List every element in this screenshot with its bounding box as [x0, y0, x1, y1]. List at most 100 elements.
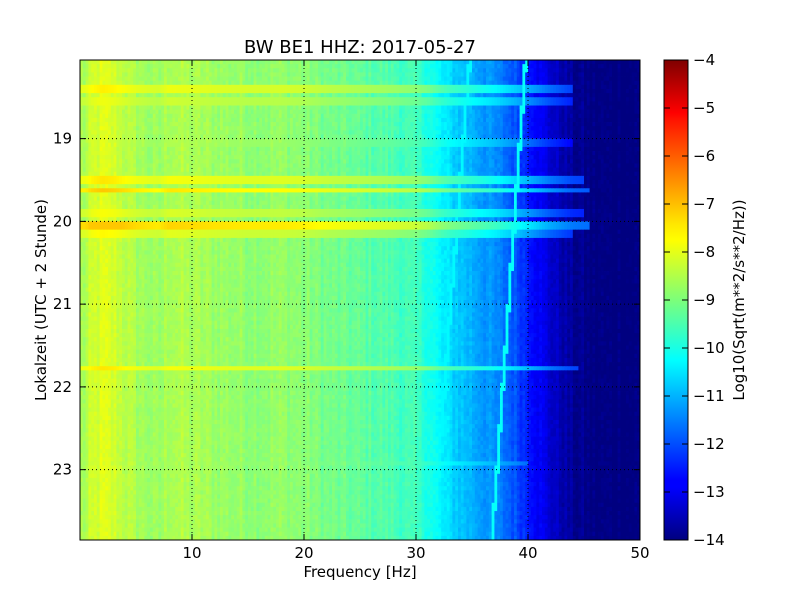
heatmap-cell	[265, 130, 268, 135]
heatmap-cell	[200, 60, 203, 65]
heatmap-cell	[94, 118, 97, 123]
heatmap-cell	[581, 122, 584, 127]
heatmap-cell	[91, 143, 94, 148]
heatmap-cell	[245, 151, 248, 156]
heatmap-cell	[234, 126, 237, 131]
heatmap-cell	[161, 77, 164, 82]
heatmap-cell	[539, 85, 542, 90]
heatmap-cell	[634, 106, 637, 111]
heatmap-cell	[298, 101, 301, 106]
heatmap-cell	[226, 118, 229, 123]
heatmap-cell	[324, 126, 327, 131]
heatmap-cell	[472, 101, 475, 106]
heatmap-cell	[492, 85, 495, 90]
heatmap-cell	[200, 114, 203, 119]
heatmap-cell	[623, 130, 626, 135]
heatmap-cell	[478, 85, 481, 90]
heatmap-cell	[139, 89, 142, 94]
heatmap-cell	[623, 155, 626, 160]
heatmap-cell	[273, 114, 276, 119]
heatmap-cell	[114, 77, 117, 82]
heatmap-cell	[156, 130, 159, 135]
heatmap-cell	[394, 110, 397, 115]
heatmap-cell	[438, 130, 441, 135]
heatmap-cell	[144, 97, 147, 102]
heatmap-cell	[175, 93, 178, 98]
heatmap-cell	[528, 106, 531, 111]
heatmap-cell	[175, 155, 178, 160]
heatmap-cell	[119, 64, 122, 69]
heatmap-cell	[388, 155, 391, 160]
heatmap-cell	[195, 159, 198, 164]
heatmap-cell	[480, 97, 483, 102]
heatmap-cell	[315, 147, 318, 152]
heatmap-cell	[564, 89, 567, 94]
heatmap-cell	[511, 101, 514, 106]
heatmap-cell	[472, 151, 475, 156]
heatmap-cell	[251, 122, 254, 127]
heatmap-cell	[539, 64, 542, 69]
heatmap-cell	[478, 110, 481, 115]
heatmap-cell	[430, 89, 433, 94]
heatmap-cell	[343, 81, 346, 86]
heatmap-cell	[242, 64, 245, 69]
heatmap-cell	[340, 118, 343, 123]
heatmap-cell	[422, 60, 425, 65]
heatmap-cell	[315, 139, 318, 144]
heatmap-cell	[634, 72, 637, 77]
heatmap-cell	[427, 110, 430, 115]
heatmap-cell	[97, 147, 100, 152]
heatmap-cell	[237, 81, 240, 86]
heatmap-cell	[416, 159, 419, 164]
heatmap-cell	[374, 159, 377, 164]
heatmap-cell	[419, 114, 422, 119]
heatmap-cell	[416, 110, 419, 115]
heatmap-cell	[321, 159, 324, 164]
heatmap-cell	[511, 89, 514, 94]
heatmap-cell	[564, 101, 567, 106]
heatmap-cell	[391, 85, 394, 90]
heatmap-cell	[494, 68, 497, 73]
heatmap-cell	[184, 155, 187, 160]
heatmap-cell	[340, 60, 343, 65]
heatmap-cell	[324, 143, 327, 148]
heatmap-cell	[573, 122, 576, 127]
heatmap-cell	[438, 122, 441, 127]
heatmap-cell	[108, 106, 111, 111]
heatmap-cell	[268, 81, 271, 86]
heatmap-cell	[203, 101, 206, 106]
heatmap-cell	[422, 101, 425, 106]
heatmap-cell	[419, 77, 422, 82]
heatmap-cell	[304, 147, 307, 152]
heatmap-cell	[172, 147, 175, 152]
heatmap-cell	[228, 93, 231, 98]
heatmap-cell	[175, 77, 178, 82]
heatmap-cell	[422, 89, 425, 94]
heatmap-cell	[396, 139, 399, 144]
heatmap-cell	[371, 110, 374, 115]
heatmap-cell	[399, 143, 402, 148]
heatmap-cell	[475, 130, 478, 135]
heatmap-cell	[161, 159, 164, 164]
heatmap-cell	[598, 159, 601, 164]
heatmap-cell	[531, 81, 534, 86]
heatmap-cell	[570, 101, 573, 106]
heatmap-cell	[452, 68, 455, 73]
heatmap-cell	[492, 147, 495, 152]
heatmap-cell	[142, 139, 145, 144]
heatmap-cell	[105, 151, 108, 156]
heatmap-cell	[212, 139, 215, 144]
heatmap-cell	[354, 126, 357, 131]
heatmap-cell	[441, 60, 444, 65]
heatmap-cell	[444, 126, 447, 131]
heatmap-cell	[377, 60, 380, 65]
heatmap-cell	[444, 101, 447, 106]
heatmap-cell	[335, 110, 338, 115]
heatmap-cell	[553, 143, 556, 148]
heatmap-cell	[352, 68, 355, 73]
heatmap-cell	[343, 147, 346, 152]
heatmap-cell	[125, 110, 128, 115]
heatmap-cell	[206, 118, 209, 123]
heatmap-cell	[595, 60, 598, 65]
heatmap-cell	[506, 114, 509, 119]
